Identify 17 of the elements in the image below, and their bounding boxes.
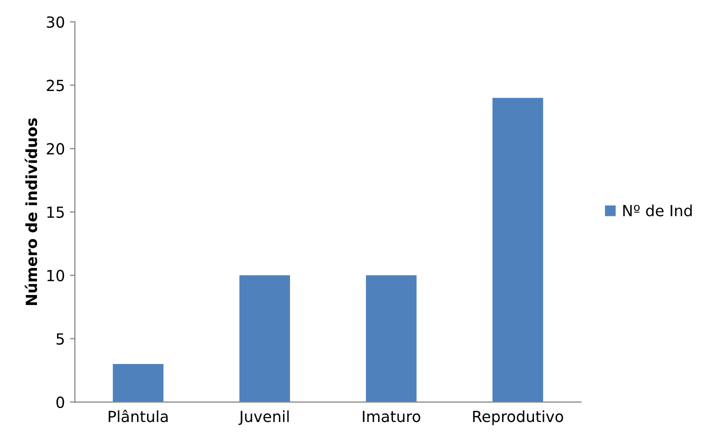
bar — [112, 364, 164, 402]
y-tick-label: 15 — [47, 206, 64, 218]
bar — [492, 98, 544, 402]
y-tick-label: 10 — [47, 270, 64, 282]
legend-label: Nº de Ind — [623, 204, 692, 216]
y-axis-title: Número de indivíduos — [24, 118, 38, 305]
y-tick-label: 30 — [46, 16, 64, 28]
y-tick-label: 5 — [56, 333, 64, 345]
y-tick-label: 25 — [46, 80, 64, 92]
y-tick-label: 0 — [56, 396, 64, 408]
x-tick-label: Imaturo — [362, 410, 420, 422]
x-tick-label: Plântula — [108, 410, 168, 422]
bar — [239, 275, 290, 402]
x-tick-label: Reprodutivo — [473, 410, 564, 426]
x-tick-label: Juvenil — [238, 410, 289, 426]
y-tick-label: 20 — [46, 143, 64, 155]
bar — [366, 275, 417, 402]
